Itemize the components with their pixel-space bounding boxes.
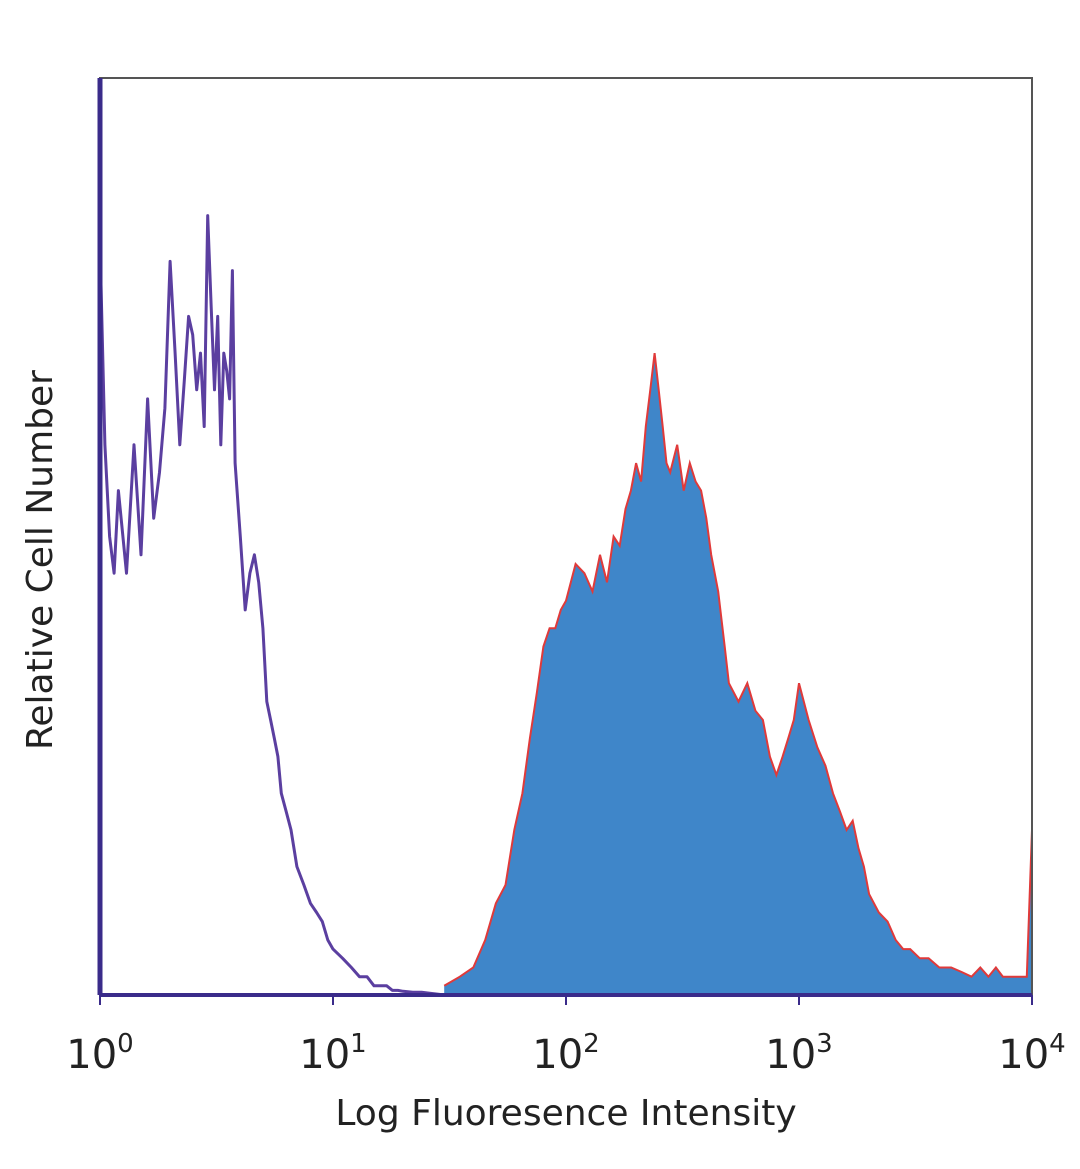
series-layer: [98, 214, 1033, 997]
x-tick-label: 100: [66, 1029, 133, 1078]
filled-histogram-series: [444, 353, 1032, 996]
y-axis-label: Relative Cell Number: [20, 370, 61, 750]
x-axis-label: Log Fluoresence Intensity: [335, 1093, 796, 1134]
x-tick-label: 101: [299, 1029, 366, 1078]
x-tick-label: 103: [765, 1029, 832, 1078]
outline-histogram-series: [98, 214, 445, 997]
filled-histogram-outline: [443, 352, 1033, 987]
x-tick-labels: 100 101 102 103 104: [66, 995, 1066, 1078]
x-tick-label: 104: [998, 1029, 1065, 1078]
x-tick-label: 102: [532, 1029, 599, 1078]
